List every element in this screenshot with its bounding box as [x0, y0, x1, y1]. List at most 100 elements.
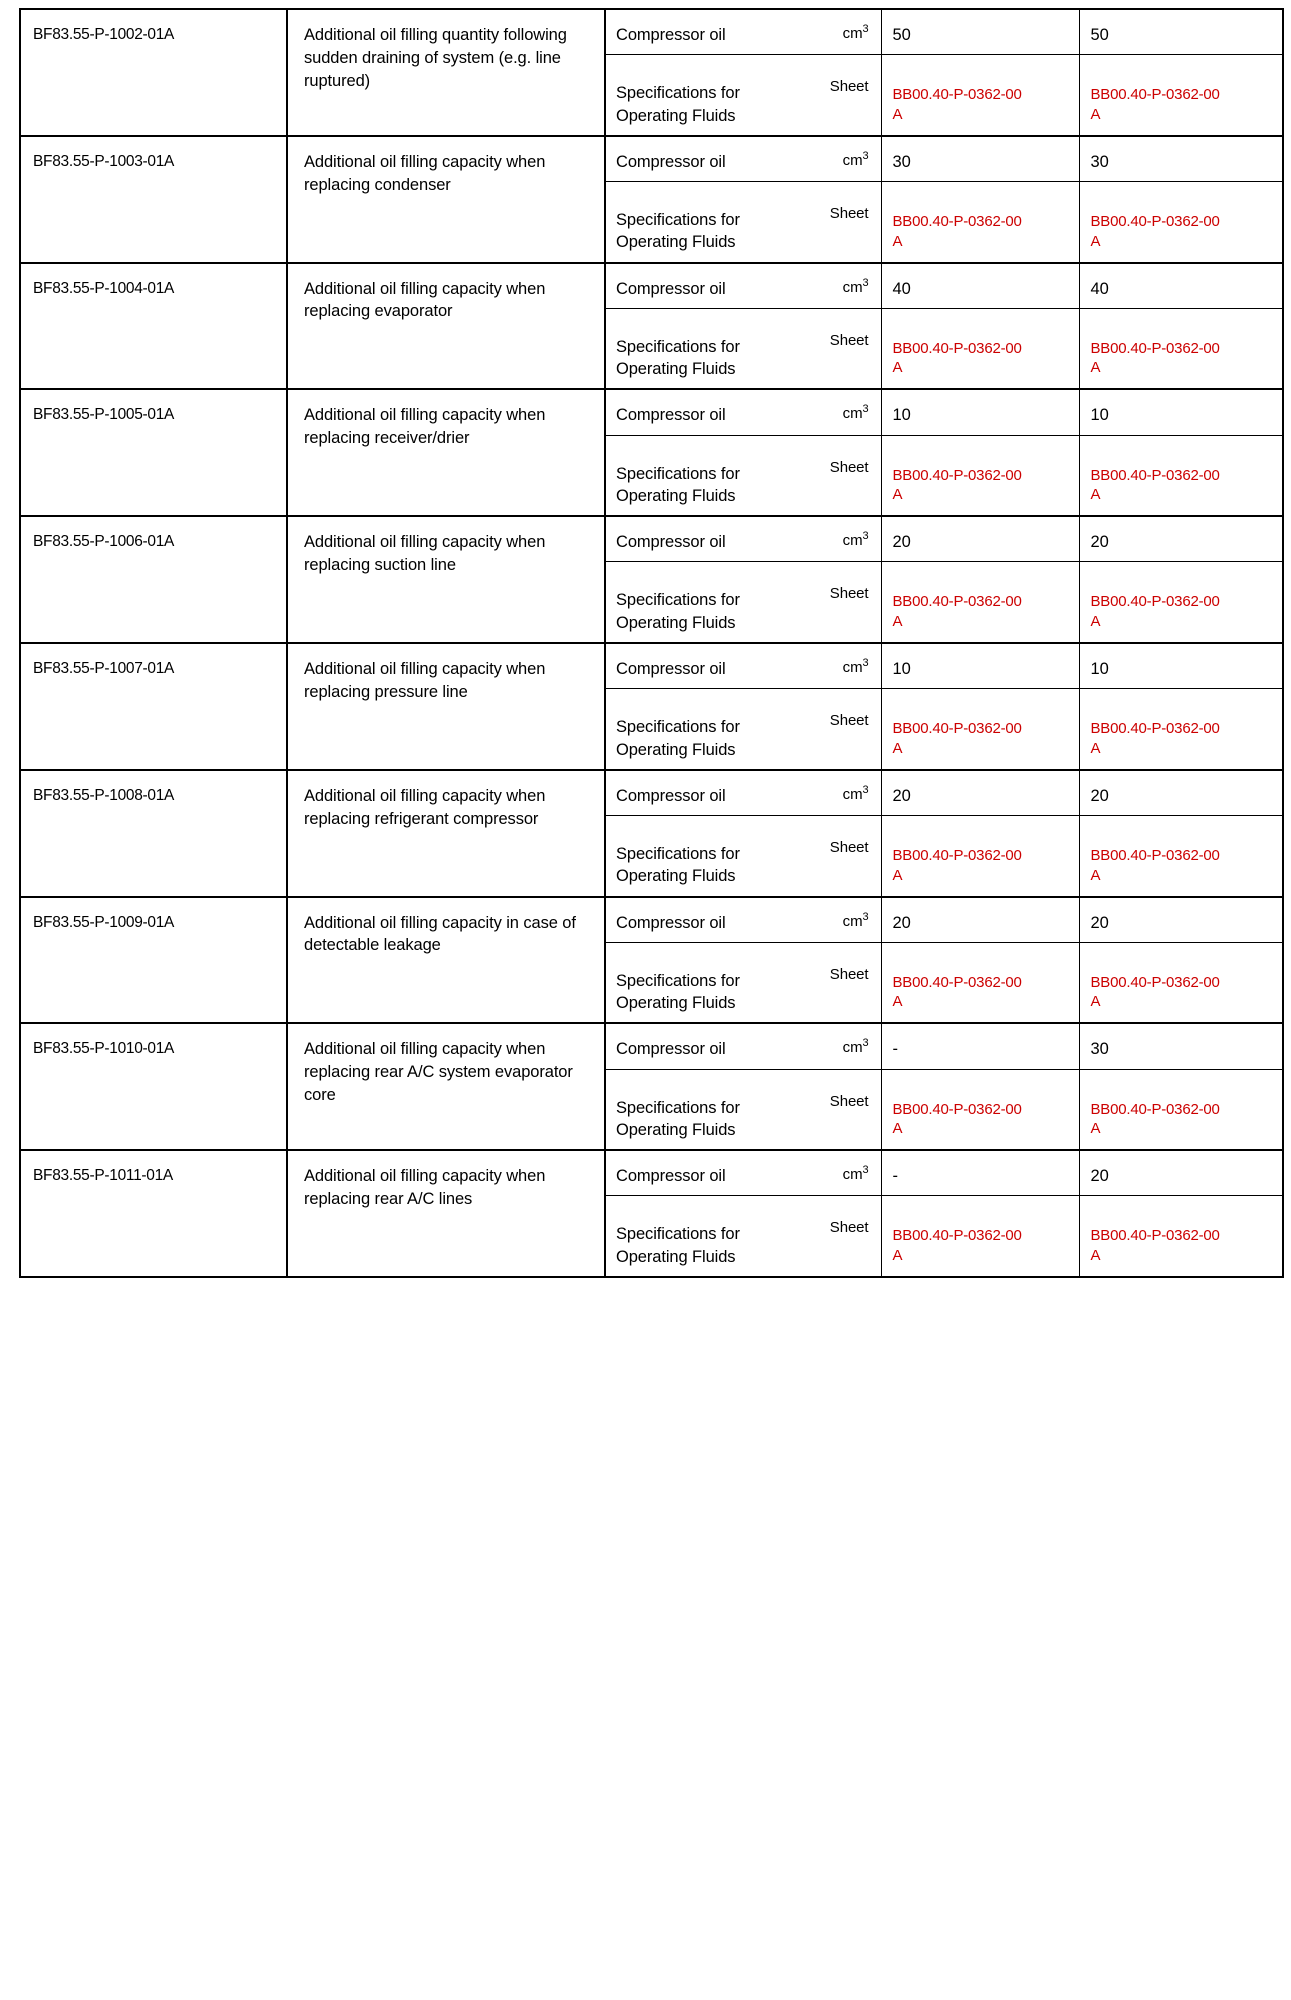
item-label-specifications-operating-fluids: Specifications for Operating Fluids — [606, 1069, 806, 1149]
reference-code-line-2: A — [1090, 232, 1101, 250]
unit-exponent: 3 — [862, 783, 869, 796]
subrow-compressor-oil: Compressor oil cm3 30 30 — [606, 136, 1282, 183]
reference-code-column-1[interactable]: BB00.40-P-0362-00 A — [880, 942, 1079, 1023]
specification-table: BF83.55-P-1002-01A Additional oil filling… — [19, 8, 1284, 1278]
item-label-compressor-oil: Compressor oil — [606, 136, 806, 183]
unit-text: cm — [842, 532, 863, 550]
item-label-compressor-oil: Compressor oil — [606, 1151, 806, 1197]
reference-code-column-2[interactable]: BB00.40-P-0362-00 A — [1078, 1195, 1282, 1276]
oil-value-column-1: 10 — [880, 643, 1079, 690]
oil-value-column-1: 20 — [880, 770, 1079, 817]
reference-code-column-2[interactable]: BB00.40-P-0362-00 A — [1078, 54, 1282, 135]
reference-code-column-1[interactable]: BB00.40-P-0362-00 A — [880, 181, 1079, 262]
unit-cubic-centimeter: cm3 — [806, 643, 881, 690]
unit-text: cm — [842, 912, 863, 930]
row-detail-group: Compressor oil cm3 10 10 Specifications for O… — [604, 641, 1284, 771]
unit-text: cm — [842, 405, 863, 423]
spec-label-line-1: Specifications for — [616, 337, 740, 356]
unit-exponent: 3 — [862, 276, 869, 289]
reference-code-line-1: BB00.40-P-0362-00 — [1090, 466, 1220, 484]
item-label-compressor-oil: Compressor oil — [606, 643, 806, 690]
oil-value-column-2: 10 — [1078, 643, 1282, 690]
oil-value-column-1: 50 — [880, 10, 1079, 56]
reference-code-column-2[interactable]: BB00.40-P-0362-00 A — [1078, 308, 1282, 389]
row-detail-group: Compressor oil cm3 20 20 Specifications for O… — [604, 768, 1284, 898]
reference-code-line-1: BB00.40-P-0362-00 — [1090, 593, 1220, 611]
reference-code-line-2: A — [1090, 1246, 1101, 1264]
row-description: Additional oil filling capacity when rep… — [286, 768, 605, 898]
reference-code-column-2[interactable]: BB00.40-P-0362-00 A — [1078, 435, 1282, 516]
reference-code-line-2: A — [1090, 866, 1101, 884]
reference-code-column-1[interactable]: BB00.40-P-0362-00 A — [880, 815, 1079, 896]
subrow-compressor-oil: Compressor oil cm3 20 20 — [606, 517, 1282, 563]
spec-label-line-2: Operating Fluids — [616, 1247, 736, 1266]
item-label-specifications-operating-fluids: Specifications for Operating Fluids — [606, 816, 806, 896]
reference-code-column-1[interactable]: BB00.40-P-0362-00 A — [880, 54, 1079, 135]
spec-label-line-2: Operating Fluids — [616, 360, 736, 379]
oil-value-column-1: 10 — [880, 390, 1079, 436]
reference-code-column-1[interactable]: BB00.40-P-0362-00 A — [880, 435, 1079, 516]
row-document-id: BF83.55-P-1004-01A — [19, 261, 287, 391]
item-label-specifications-operating-fluids: Specifications for Operating Fluids — [606, 182, 806, 262]
reference-code-line-1: BB00.40-P-0362-00 — [1090, 213, 1220, 231]
row-document-id: BF83.55-P-1011-01A — [19, 1149, 287, 1278]
reference-code-column-1[interactable]: BB00.40-P-0362-00 A — [880, 1069, 1079, 1150]
reference-code-line-1: BB00.40-P-0362-00 — [892, 1100, 1022, 1118]
row-detail-group: Compressor oil cm3-20 Specifications for Op… — [604, 1149, 1284, 1278]
reference-code-column-2[interactable]: BB00.40-P-0362-00 A — [1078, 815, 1282, 896]
spec-label-line-1: Specifications for — [616, 464, 740, 483]
reference-code-line-2: A — [1090, 1120, 1101, 1138]
reference-code-column-2[interactable]: BB00.40-P-0362-00 A — [1078, 561, 1282, 642]
spec-label-line-1: Specifications for — [616, 1098, 740, 1117]
reference-code-column-2[interactable]: BB00.40-P-0362-00 A — [1078, 1069, 1282, 1150]
row-description: Additional oil filling capacity when rep… — [286, 515, 605, 644]
unit-text: cm — [842, 278, 863, 296]
item-label-compressor-oil: Compressor oil — [606, 897, 806, 943]
reference-code-line-1: BB00.40-P-0362-00 — [892, 593, 1022, 611]
reference-code-line-2: A — [1090, 612, 1101, 630]
reference-code-line-2: A — [892, 993, 903, 1011]
item-label-specifications-operating-fluids: Specifications for Operating Fluids — [606, 435, 806, 515]
row-description: Additional oil filling capacity in case … — [286, 895, 605, 1025]
reference-code-column-2[interactable]: BB00.40-P-0362-00 A — [1078, 688, 1282, 769]
unit-cubic-centimeter: cm3 — [806, 1151, 881, 1197]
table-row: BF83.55-P-1006-01A Additional oil filling… — [19, 515, 1284, 644]
subrow-compressor-oil: Compressor oil cm3-20 — [606, 1151, 1282, 1197]
reference-code-column-1[interactable]: BB00.40-P-0362-00 A — [880, 561, 1079, 642]
unit-cubic-centimeter: cm3 — [806, 770, 881, 817]
reference-code-column-2[interactable]: BB00.40-P-0362-00 A — [1078, 181, 1282, 262]
reference-code-line-1: BB00.40-P-0362-00 — [1090, 973, 1220, 991]
row-detail-group: Compressor oil cm3 30 30 Specifications for O… — [604, 134, 1284, 264]
row-document-id: BF83.55-P-1009-01A — [19, 895, 287, 1025]
unit-cubic-centimeter: cm3 — [806, 263, 881, 309]
table-row: BF83.55-P-1008-01A Additional oil filling… — [19, 768, 1284, 898]
reference-code-column-1[interactable]: BB00.40-P-0362-00 A — [880, 308, 1079, 389]
unit-text: cm — [842, 1166, 863, 1184]
row-document-id: BF83.55-P-1002-01A — [19, 8, 287, 137]
table-row: BF83.55-P-1002-01A Additional oil filling… — [19, 8, 1284, 137]
row-description: Additional oil filling capacity when rep… — [286, 641, 605, 771]
subrow-compressor-oil: Compressor oil cm3 40 40 — [606, 263, 1282, 309]
reference-code-column-1[interactable]: BB00.40-P-0362-00 A — [880, 1195, 1079, 1276]
item-label-compressor-oil: Compressor oil — [606, 10, 806, 56]
unit-cubic-centimeter: cm3 — [806, 1024, 881, 1070]
reference-code-line-1: BB00.40-P-0362-00 — [1090, 1227, 1220, 1245]
spec-label-line-1: Specifications for — [616, 211, 740, 230]
reference-code-column-1[interactable]: BB00.40-P-0362-00 A — [880, 688, 1079, 769]
reference-code-line-2: A — [892, 739, 903, 757]
subrow-compressor-oil: Compressor oil cm3 50 50 — [606, 10, 1282, 56]
unit-sheet: Sheet — [829, 839, 869, 857]
table-row: BF83.55-P-1005-01A Additional oil filling… — [19, 388, 1284, 518]
spec-label-line-2: Operating Fluids — [616, 486, 736, 505]
row-document-id: BF83.55-P-1008-01A — [19, 768, 287, 898]
unit-exponent: 3 — [862, 149, 869, 162]
subrow-operating-fluids: Specifications for Operating Fluids Sheet B… — [606, 181, 1282, 262]
reference-code-column-2[interactable]: BB00.40-P-0362-00 A — [1078, 942, 1282, 1023]
reference-code-line-2: A — [892, 612, 903, 630]
spec-label-line-2: Operating Fluids — [616, 1120, 736, 1139]
row-detail-group: Compressor oil cm3 50 50 Specifications for O… — [604, 8, 1284, 137]
unit-cubic-centimeter: cm3 — [806, 897, 881, 943]
oil-value-column-1: - — [880, 1024, 1079, 1070]
oil-value-column-1: - — [880, 1151, 1079, 1197]
unit-exponent: 3 — [862, 530, 869, 543]
